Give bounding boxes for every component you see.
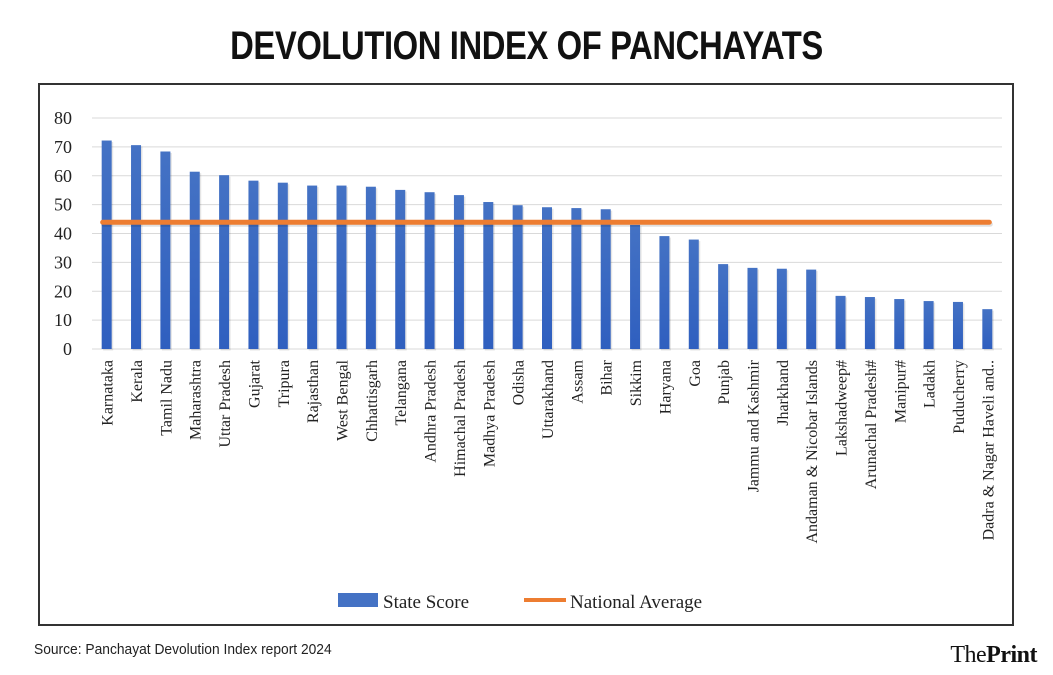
brand-part-1: The (950, 642, 987, 668)
bar-haryana (659, 236, 670, 349)
x-tick-label: Sikkim (628, 359, 645, 406)
bar-arunachal-pradesh (864, 297, 875, 349)
bar-andhra-pradesh (424, 192, 435, 349)
y-axis-ticks: 0 10 20 30 40 50 60 70 80 (54, 108, 72, 359)
x-tick-label: Ladakh (922, 360, 939, 408)
y-tick-label: 70 (54, 137, 72, 157)
bar-telangana (395, 189, 406, 349)
x-tick-label: Assam (569, 359, 586, 403)
source-note: Source: Panchayat Devolution Index repor… (34, 641, 332, 658)
x-tick-label: Tripura (276, 360, 293, 407)
bar-goa (688, 239, 699, 349)
legend-label-state-score: State Score (383, 592, 469, 613)
bar-himachal-pradesh (453, 195, 464, 349)
x-tick-label: Manipur# (892, 360, 909, 423)
x-tick-label: Haryana (657, 360, 674, 414)
x-tick-label: Himachal Pradesh (452, 360, 469, 477)
x-tick-label: Maharashtra (188, 360, 205, 440)
bar-puducherry (952, 301, 963, 349)
bars (101, 140, 994, 351)
bar-bihar (600, 209, 611, 349)
bar-west-bengal (336, 185, 347, 349)
y-tick-label: 0 (63, 339, 72, 359)
x-tick-label: West Bengal (335, 359, 352, 440)
x-tick-label: Andaman & Nicobar Islands (804, 360, 821, 544)
bar-jammu-and-kashmir (747, 267, 758, 349)
x-tick-label: Bihar (599, 359, 616, 395)
x-tick-label: Punjab (716, 360, 733, 404)
x-tick-label: Karnataka (100, 360, 117, 426)
x-tick-label: Telangana (393, 360, 410, 426)
legend-swatch-state-score (338, 593, 378, 607)
x-tick-label: Rajasthan (305, 360, 322, 423)
bar-punjab (718, 264, 729, 349)
bar-uttarakhand (542, 207, 552, 349)
x-tick-label: Uttar Pradesh (217, 360, 234, 448)
x-tick-label: Madhya Pradesh (481, 360, 498, 467)
legend: State Score National Average (338, 592, 702, 613)
bar-odisha (512, 205, 523, 349)
chart-frame (38, 83, 1014, 626)
x-tick-label: Arunachal Pradesh# (863, 360, 880, 489)
bar-jharkhand (776, 268, 787, 349)
y-tick-label: 20 (54, 281, 72, 301)
x-tick-label: Uttarakhand (540, 360, 557, 439)
bar-sikkim (630, 224, 641, 349)
brand-logo: ThePrint (950, 642, 1037, 669)
chart-title: DEVOLUTION INDEX OF PANCHAYATS (230, 24, 823, 68)
bar-tripura (277, 182, 288, 349)
y-tick-label: 40 (54, 224, 72, 244)
bar-tamil-nadu (160, 151, 171, 349)
x-tick-label: Tamil Nadu (158, 360, 175, 436)
bar-chhattisgarh (365, 186, 376, 349)
x-axis-labels: Karnataka Kerala Tamil Nadu Maharashtra Utta… (100, 359, 998, 543)
bar-lakshadweep (835, 295, 846, 349)
bar-assam (571, 208, 582, 349)
x-tick-label: Jharkhand (775, 360, 792, 426)
national-average-line-group (100, 219, 993, 227)
bar-maharashtra (189, 171, 200, 349)
x-tick-label: Chhattisgarh (364, 360, 381, 442)
bar-madhya-pradesh (483, 202, 494, 349)
bar-dadra-nagar-haveli-and (982, 309, 993, 349)
x-tick-label: Lakshadweep# (834, 360, 851, 456)
x-tick-label: Puducherry (951, 360, 968, 434)
y-tick-label: 50 (54, 195, 72, 215)
bar-uttar-pradesh (219, 175, 230, 349)
x-tick-label: Odisha (511, 360, 528, 405)
bar-karnataka (101, 140, 112, 349)
bar-andaman-nicobar-islands (806, 269, 817, 349)
y-tick-label: 10 (54, 310, 72, 330)
bar-gujarat (248, 180, 259, 349)
x-tick-label: Kerala (129, 360, 146, 403)
bar-kerala (131, 145, 142, 349)
x-tick-label: Jammu and Kashmir (745, 359, 762, 492)
y-tick-label: 30 (54, 252, 72, 272)
y-tick-label: 80 (54, 108, 72, 128)
bar-manipur (894, 299, 905, 349)
bar-rajasthan (307, 185, 318, 349)
legend-label-national-average: National Average (570, 592, 702, 613)
brand-part-2: Print (986, 642, 1037, 668)
x-tick-label: Gujarat (246, 359, 263, 408)
x-tick-label: Andhra Pradesh (423, 360, 440, 463)
x-tick-label: Dadra & Nagar Haveli and.. (980, 360, 997, 540)
bar-ladakh (923, 301, 934, 349)
y-tick-label: 60 (54, 166, 72, 186)
x-tick-label: Goa (687, 360, 704, 387)
